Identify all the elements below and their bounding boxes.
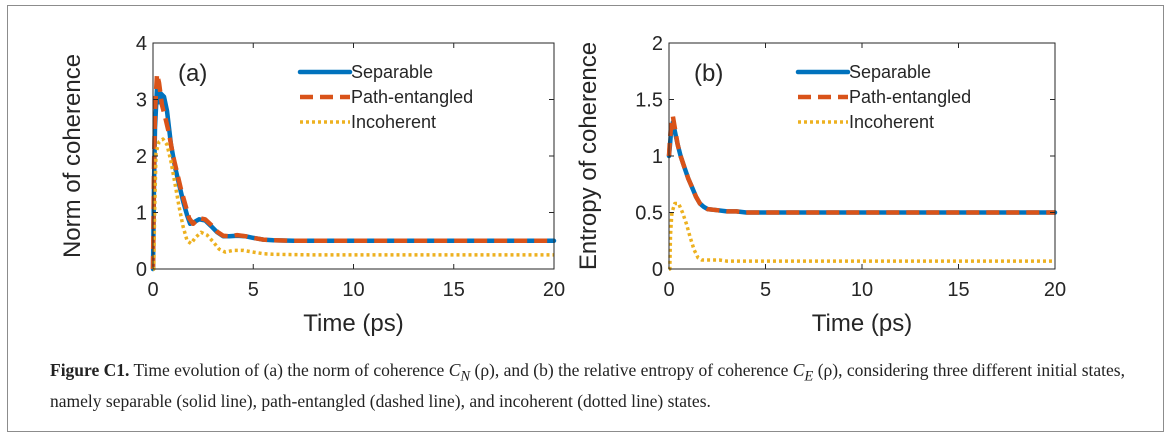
caption-text-3: , considering three different initial st… [50, 360, 1125, 411]
legend-entry: Path-entangled [351, 87, 473, 107]
y-tick-label: 3 [136, 90, 147, 112]
caption-rho-2: (ρ) [813, 360, 839, 380]
series-line-separable [666, 119, 1058, 215]
caption-label: Figure C1. [50, 360, 130, 380]
figure-caption: Figure C1. Time evolution of (a) the nor… [50, 358, 1130, 413]
x-tick-label: 15 [947, 279, 969, 301]
panel-b: 0 5 10 15 20 0 0.5 1 1.5 2 Time (ps) Entropy of coh… [575, 33, 1066, 337]
x-tick-label: 5 [760, 279, 771, 301]
caption-cn-sub: N [460, 368, 471, 385]
series-line-path-entangled [666, 114, 1055, 215]
y-tick-label: 1.5 [635, 90, 663, 112]
x-tick-label: 20 [543, 279, 565, 301]
caption-cn-symbol: C [448, 360, 461, 380]
y-tick-label: 2 [652, 33, 663, 55]
caption-text-2: , and (b) the relative entropy of cohere… [494, 360, 793, 380]
y-axis-label: Norm of coherence [59, 54, 86, 258]
caption-text-1: Time evolution of (a) the norm of cohere… [129, 360, 449, 380]
x-tick-label: 10 [342, 279, 364, 301]
legend-entry: Separable [849, 62, 931, 82]
x-tick-label: 0 [147, 279, 158, 301]
x-axis-label: Time (ps) [303, 310, 403, 337]
panel-a: 0 5 10 15 20 0 1 2 3 4 Time (ps) Norm of coherence (… [59, 33, 565, 337]
legend-entry: Incoherent [351, 112, 436, 132]
caption-ce-sub: E [804, 368, 814, 385]
x-tick-label: 5 [248, 279, 259, 301]
legend-entry: Path-entangled [849, 87, 971, 107]
legend-entry: Incoherent [849, 112, 934, 132]
x-tick-label: 10 [851, 279, 873, 301]
x-tick-label: 15 [443, 279, 465, 301]
series-line-incoherent [668, 201, 1055, 271]
x-axis-label: Time (ps) [812, 310, 912, 337]
y-tick-label: 2 [136, 146, 147, 168]
x-tick-label: 0 [663, 279, 674, 301]
y-axis-label: Entropy of coherence [575, 42, 602, 270]
y-tick-label: 1 [136, 203, 147, 225]
caption-ce-symbol: C [792, 360, 805, 380]
panel-label: (b) [694, 60, 723, 87]
caption-rho-1: (ρ) [470, 360, 495, 380]
series-line-path-entangled [150, 71, 554, 270]
y-tick-label: 4 [136, 33, 147, 55]
panel-label: (a) [178, 60, 207, 87]
legend-entry: Separable [351, 62, 433, 82]
y-tick-label: 1 [652, 146, 663, 168]
y-tick-label: 0 [652, 259, 663, 281]
y-tick-label: 0.5 [635, 203, 663, 225]
x-tick-label: 20 [1044, 279, 1066, 301]
y-tick-label: 0 [136, 259, 147, 281]
series-line-incoherent [152, 137, 554, 271]
